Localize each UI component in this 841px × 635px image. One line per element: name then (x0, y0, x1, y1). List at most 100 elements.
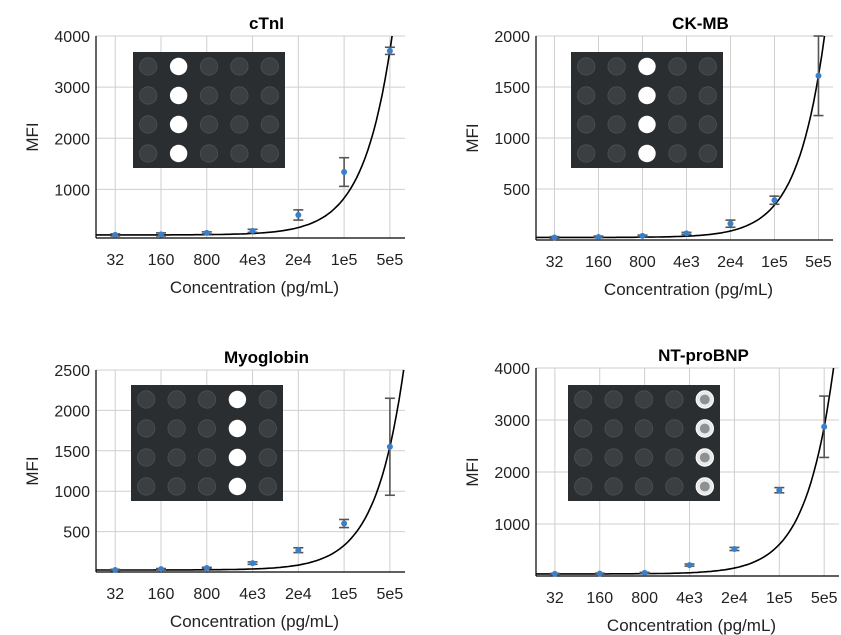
well (604, 390, 623, 409)
well (634, 477, 654, 496)
y-tick-label: 2000 (494, 29, 530, 46)
x-tick-label: 160 (148, 252, 175, 269)
bright-well (638, 57, 656, 76)
bright-well (169, 144, 188, 163)
x-tick-label: 32 (106, 252, 124, 269)
well (199, 144, 219, 163)
fit-curve (96, 370, 405, 571)
y-axis-label: MFI (463, 457, 482, 486)
x-tick-label: 2e4 (285, 586, 312, 603)
well (665, 390, 684, 409)
well (258, 477, 277, 496)
well (199, 86, 219, 105)
x-tick-label: 32 (546, 254, 564, 271)
x-tick-label: 800 (631, 590, 658, 607)
well (167, 448, 186, 467)
data-point (639, 232, 646, 239)
fit-curve (96, 36, 393, 236)
x-tick-label: 4e3 (673, 254, 700, 271)
data-point (776, 487, 783, 494)
bright-well (638, 86, 656, 105)
well (167, 477, 186, 496)
well (139, 57, 158, 76)
well (634, 448, 654, 467)
y-tick-label: 4000 (494, 361, 530, 378)
x-tick-label: 1e5 (331, 586, 358, 603)
fit-curve (536, 36, 826, 239)
x-tick-label: 5e5 (377, 586, 404, 603)
well (258, 419, 277, 438)
x-axis-label: Concentration (pg/mL) (604, 280, 773, 299)
data-point (595, 233, 602, 240)
data-point (771, 197, 778, 204)
y-tick-label: 3000 (494, 413, 530, 430)
well (197, 448, 217, 467)
bright-well (169, 57, 188, 76)
y-tick-label: 500 (63, 525, 90, 542)
bright-well (638, 115, 656, 134)
well (698, 86, 717, 105)
well (577, 86, 596, 105)
x-tick-label: 800 (193, 252, 220, 269)
panel-title: cTnI (249, 14, 284, 33)
well (137, 448, 156, 467)
data-point (112, 231, 119, 238)
inset-well-image (133, 52, 285, 168)
panel-1: 1000 2000 3000 4000 32 160 800 4e3 2e4 1e5 5e5 Conc… (23, 14, 405, 297)
panel-title: CK-MB (672, 14, 729, 33)
well (607, 86, 626, 105)
x-tick-label: 2e4 (721, 590, 748, 607)
x-tick-label: 1e5 (761, 254, 788, 271)
well (199, 57, 219, 76)
bright-well (638, 144, 656, 163)
well (574, 477, 593, 496)
x-tick-label: 4e3 (676, 590, 703, 607)
well (668, 144, 687, 163)
data-point (551, 234, 558, 241)
inset-well-image (568, 385, 720, 501)
inset-well-image (131, 385, 283, 501)
x-tick-label: 2e4 (717, 254, 744, 271)
data-point (821, 423, 828, 430)
well-center (699, 452, 710, 463)
x-tick-label: 4e3 (239, 252, 266, 269)
bright-well (228, 448, 247, 467)
data-point (341, 520, 348, 527)
data-point (727, 220, 734, 227)
well-center (699, 481, 710, 492)
well (698, 57, 717, 76)
bright-well (169, 115, 188, 134)
well (139, 86, 158, 105)
data-point (295, 211, 302, 218)
y-axis-label: MFI (463, 123, 482, 152)
data-point (386, 443, 393, 450)
x-tick-label: 5e5 (377, 252, 404, 269)
fit-curve (536, 368, 835, 575)
well (698, 115, 717, 134)
well (607, 144, 626, 163)
well (230, 86, 249, 105)
x-axis-label: Concentration (pg/mL) (607, 616, 776, 635)
y-tick-label: 500 (503, 182, 530, 199)
well (574, 390, 593, 409)
well (230, 57, 249, 76)
well (665, 419, 684, 438)
y-tick-label: 1000 (54, 484, 90, 501)
panel-4: 1000 2000 3000 4000 32 160 800 4e3 2e4 1e5 5e5 Conc… (463, 346, 839, 635)
well (668, 115, 687, 134)
x-tick-label: 160 (148, 586, 175, 603)
x-tick-label: 800 (193, 586, 220, 603)
y-axis-label: MFI (23, 122, 42, 151)
well (197, 477, 217, 496)
data-point (686, 562, 693, 569)
well (167, 390, 186, 409)
well (139, 144, 158, 163)
data-point (249, 227, 256, 234)
well (230, 115, 249, 134)
inset-well-image (571, 52, 723, 168)
well (604, 419, 623, 438)
well (604, 477, 623, 496)
y-tick-label: 1500 (54, 444, 90, 461)
well (260, 86, 279, 105)
x-tick-label: 160 (586, 590, 613, 607)
